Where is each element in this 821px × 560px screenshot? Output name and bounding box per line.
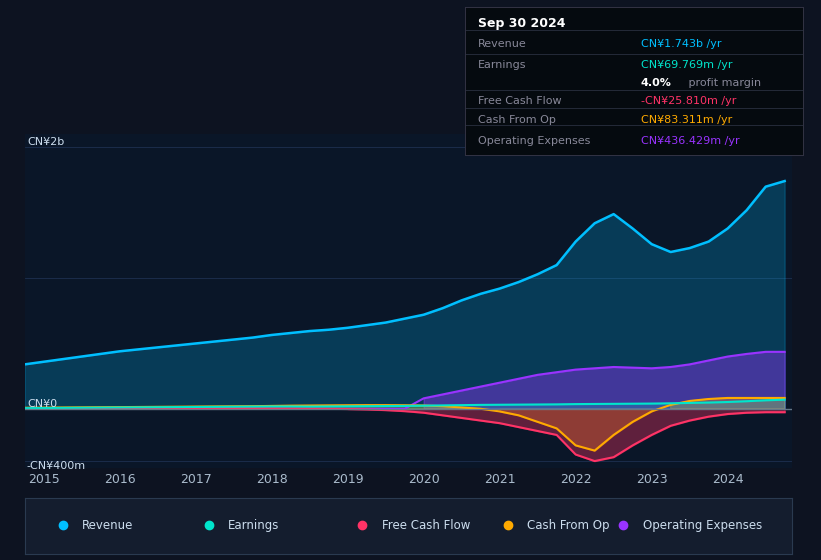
- Text: Free Cash Flow: Free Cash Flow: [478, 96, 562, 106]
- Text: -CN¥400m: -CN¥400m: [27, 461, 86, 471]
- Text: Free Cash Flow: Free Cash Flow: [382, 519, 470, 532]
- Text: CN¥2b: CN¥2b: [27, 137, 64, 147]
- Text: CN¥69.769m /yr: CN¥69.769m /yr: [640, 60, 732, 70]
- Text: Earnings: Earnings: [228, 519, 279, 532]
- Text: Revenue: Revenue: [82, 519, 134, 532]
- Text: CN¥83.311m /yr: CN¥83.311m /yr: [640, 115, 732, 125]
- Text: -CN¥25.810m /yr: -CN¥25.810m /yr: [640, 96, 736, 106]
- Text: Sep 30 2024: Sep 30 2024: [478, 17, 566, 30]
- Text: Cash From Op: Cash From Op: [478, 115, 556, 125]
- Text: CN¥436.429m /yr: CN¥436.429m /yr: [640, 136, 739, 146]
- Text: Operating Expenses: Operating Expenses: [643, 519, 762, 532]
- Text: Cash From Op: Cash From Op: [527, 519, 610, 532]
- Text: Earnings: Earnings: [478, 60, 527, 70]
- Text: CN¥0: CN¥0: [27, 399, 57, 409]
- Text: CN¥1.743b /yr: CN¥1.743b /yr: [640, 39, 721, 49]
- Text: Revenue: Revenue: [478, 39, 527, 49]
- Text: profit margin: profit margin: [685, 78, 761, 88]
- Text: Operating Expenses: Operating Expenses: [478, 136, 590, 146]
- Text: 4.0%: 4.0%: [640, 78, 672, 88]
